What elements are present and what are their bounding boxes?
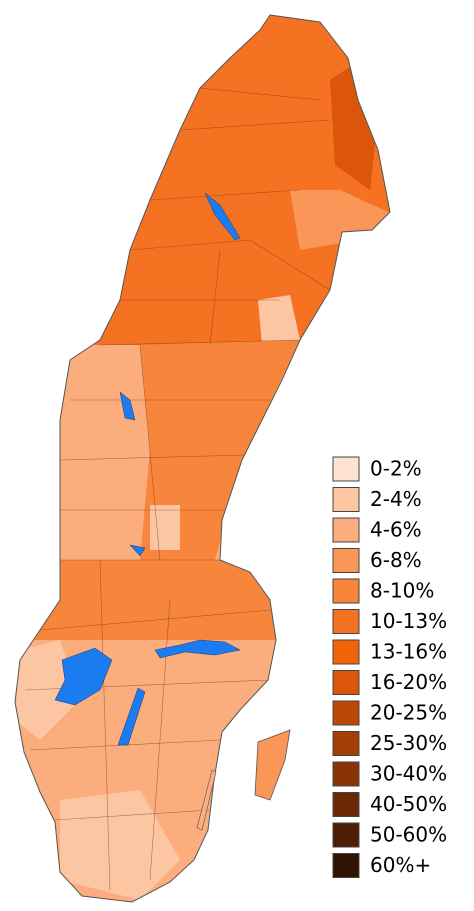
legend-swatch xyxy=(332,822,360,848)
legend-label: 25-30% xyxy=(370,731,447,755)
lake-vanern xyxy=(54,647,113,706)
legend-label: 13-16% xyxy=(370,640,447,664)
legend-swatch xyxy=(332,761,360,787)
legend-label: 6-8% xyxy=(370,548,422,572)
lake-siljan xyxy=(129,544,146,557)
lake-north xyxy=(204,192,241,241)
legend-label: 4-6% xyxy=(370,518,422,542)
legend-label: 0-2% xyxy=(370,457,422,481)
lake-vattern xyxy=(117,687,146,746)
legend-label: 2-4% xyxy=(370,487,422,511)
legend-swatch xyxy=(332,548,360,573)
legend-swatch xyxy=(332,853,360,878)
lakes xyxy=(54,192,241,746)
legend-label: 16-20% xyxy=(370,670,447,694)
lake-malaren xyxy=(154,639,241,659)
region-middle-small xyxy=(150,505,180,550)
region-coast xyxy=(290,190,390,250)
legend-label: 8-10% xyxy=(370,579,434,603)
legend-label: 40-50% xyxy=(370,792,447,816)
legend-swatch xyxy=(332,731,360,756)
legend-label: 20-25% xyxy=(370,701,447,725)
legend-swatch xyxy=(332,487,360,512)
legend: 0-2% 2-4% 4-6% 6-8% 8-10% 10-13% 13-16% 16-20% 2… xyxy=(332,456,447,878)
legend-swatch xyxy=(332,609,360,634)
legend-swatch xyxy=(332,639,360,665)
legend-label: 10-13% xyxy=(370,609,447,633)
legend-label: 30-40% xyxy=(370,762,447,786)
region-small xyxy=(258,295,300,345)
legend-swatch xyxy=(332,792,360,817)
legend-swatch xyxy=(332,578,360,604)
legend-swatch xyxy=(332,700,360,726)
lake-storsjon xyxy=(119,391,136,421)
legend-label: 60%+ xyxy=(370,853,431,877)
legend-swatch xyxy=(332,456,360,482)
legend-swatch xyxy=(332,670,360,695)
gotland xyxy=(254,729,291,801)
oland xyxy=(196,769,217,831)
legend-label: 50-60% xyxy=(370,823,447,847)
legend-swatch xyxy=(332,517,360,543)
